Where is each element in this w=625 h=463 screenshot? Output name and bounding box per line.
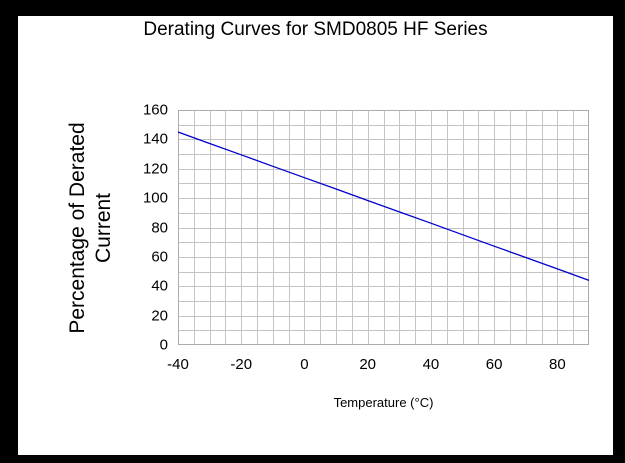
y-tick-label: 140 bbox=[142, 130, 168, 148]
x-tick-label: 20 bbox=[359, 356, 377, 373]
y-tick-label: 20 bbox=[151, 307, 168, 325]
y-tick-label: 0 bbox=[159, 336, 168, 354]
plot-frame bbox=[178, 110, 589, 345]
y-tick-label: 80 bbox=[151, 219, 168, 236]
x-tick-label: 0 bbox=[300, 356, 309, 373]
chart-canvas: Derating Curves for SMD0805 HF Series Pe… bbox=[18, 16, 613, 455]
x-axis-title: Temperature (°C) bbox=[333, 395, 434, 410]
x-tick-label: -40 bbox=[167, 356, 189, 373]
x-tick-label: 40 bbox=[422, 356, 440, 373]
y-tick-label: 40 bbox=[151, 277, 168, 295]
y-tick-label: 60 bbox=[151, 248, 168, 266]
y-tick-label: 160 bbox=[142, 101, 168, 119]
y-tick-label: 100 bbox=[142, 189, 168, 207]
x-tick-label: 60 bbox=[485, 356, 503, 373]
x-tick-label: -20 bbox=[230, 356, 253, 373]
plot-area bbox=[177, 110, 590, 345]
x-tick-label: 80 bbox=[549, 356, 566, 373]
y-tick-label: 120 bbox=[142, 160, 168, 178]
chart-title: Derating Curves for SMD0805 HF Series bbox=[143, 19, 488, 40]
derating-curve-line bbox=[177, 131, 590, 282]
